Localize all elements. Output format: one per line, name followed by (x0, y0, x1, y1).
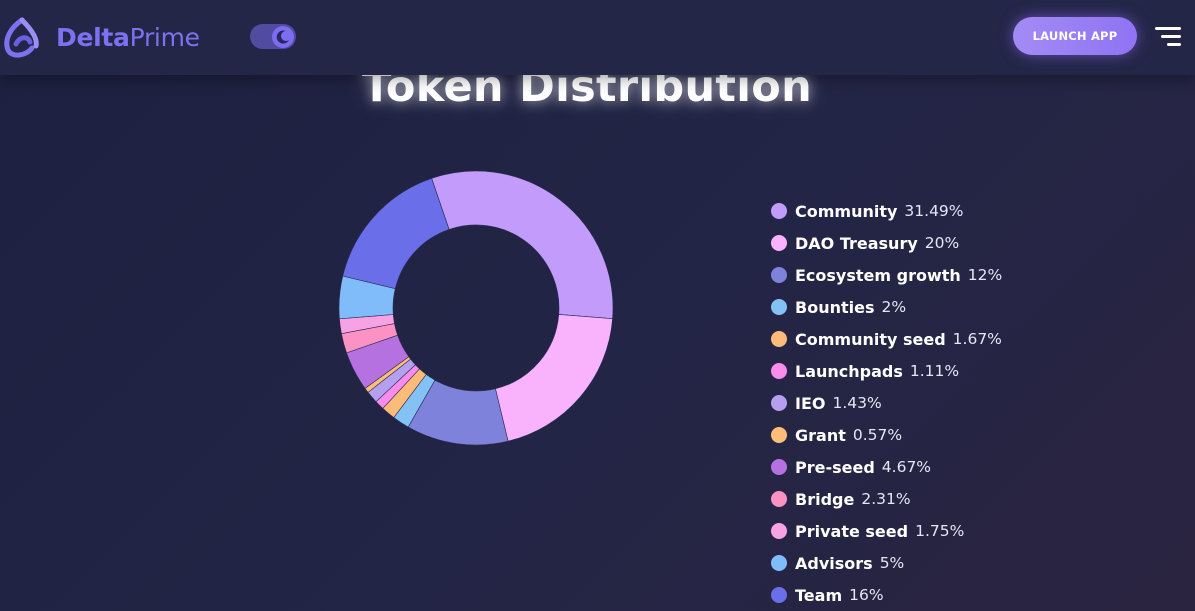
legend-value: 1.67% (952, 330, 1002, 348)
legend-value: 1.11% (909, 362, 960, 380)
legend-item[interactable]: Launchpads 1.11% (771, 355, 1002, 387)
legend-value: 0.57% (852, 426, 903, 444)
legend-label: Bounties (795, 297, 875, 317)
legend-item[interactable]: Advisors 5% (771, 547, 1002, 579)
legend-swatch (771, 203, 787, 219)
menu-icon-line (1167, 43, 1181, 46)
legend-item[interactable]: Bridge 2.31% (771, 483, 1002, 515)
launch-app-button[interactable]: LAUNCH APP (1013, 17, 1137, 55)
toggle-knob (272, 25, 294, 48)
legend-swatch (771, 491, 787, 507)
menu-icon[interactable] (1155, 25, 1181, 47)
menu-icon-line (1155, 27, 1181, 30)
token-distribution-donut-chart (338, 170, 614, 446)
brand-name: DeltaPrime (56, 23, 200, 52)
legend-swatch (771, 299, 787, 315)
legend-label: Ecosystem growth (795, 265, 961, 285)
legend-label: Grant (795, 425, 846, 445)
legend-swatch (771, 587, 787, 603)
legend-value: 1.43% (832, 394, 882, 412)
legend-swatch (771, 331, 787, 347)
legend-label: Private seed (795, 521, 909, 541)
legend-label: Advisors (795, 553, 873, 573)
legend-label: Launchpads (795, 361, 903, 381)
legend-label: DAO Treasury (795, 233, 918, 253)
legend-value: 20% (924, 234, 960, 252)
legend-label: IEO (795, 393, 826, 413)
legend-label: Bridge (795, 489, 855, 509)
legend-item[interactable]: DAO Treasury 20% (771, 227, 1002, 259)
legend-value: 16% (849, 586, 884, 604)
legend-value: 1.75% (915, 522, 965, 540)
legend-item[interactable]: Pre-seed 4.67% (771, 451, 1002, 483)
top-navigation-bar: DeltaPrime LAUNCH APP (0, 0, 1195, 75)
deltaprime-logo-icon (4, 17, 39, 58)
legend-value: 4.67% (881, 458, 932, 476)
legend-value: 2% (881, 298, 907, 316)
legend-item[interactable]: Community seed 1.67% (771, 323, 1002, 355)
brand-name-light: Prime (129, 22, 200, 52)
legend-label: Pre-seed (795, 457, 875, 477)
legend-label: Team (795, 585, 843, 605)
legend-item[interactable]: Ecosystem growth 12% (771, 259, 1002, 291)
legend-value: 12% (967, 266, 1003, 284)
legend-item[interactable]: Grant 0.57% (771, 419, 1002, 451)
legend-swatch (771, 427, 787, 443)
pie-slice[interactable] (342, 178, 450, 289)
legend-swatch (771, 459, 787, 475)
legend-value: 5% (879, 554, 905, 572)
theme-toggle[interactable] (250, 24, 296, 49)
legend-swatch (771, 523, 787, 539)
legend-item[interactable]: Community 31.49% (771, 195, 1002, 227)
legend-label: Community (795, 201, 898, 221)
legend-swatch (771, 267, 787, 283)
legend-label: Community seed (795, 329, 946, 349)
legend-swatch (771, 395, 787, 411)
legend-item[interactable]: Team 16% (771, 579, 1002, 611)
brand-logo[interactable]: DeltaPrime (0, 14, 200, 60)
legend-value: 31.49% (904, 202, 964, 220)
legend-item[interactable]: Private seed 1.75% (771, 515, 1002, 547)
legend-item[interactable]: IEO 1.43% (771, 387, 1002, 419)
menu-icon-line (1161, 35, 1181, 38)
legend-swatch (771, 555, 787, 571)
legend-swatch (771, 363, 787, 379)
chart-legend: Community 31.49% DAO Treasury 20% Ecosystem … (771, 195, 1002, 611)
legend-item[interactable]: Bounties 2% (771, 291, 1002, 323)
legend-swatch (771, 235, 787, 251)
brand-name-bold: Delta (56, 22, 130, 52)
moon-icon (276, 30, 289, 44)
legend-value: 2.31% (861, 490, 911, 508)
pie-slice[interactable] (495, 314, 613, 442)
pie-slice[interactable] (431, 170, 614, 319)
